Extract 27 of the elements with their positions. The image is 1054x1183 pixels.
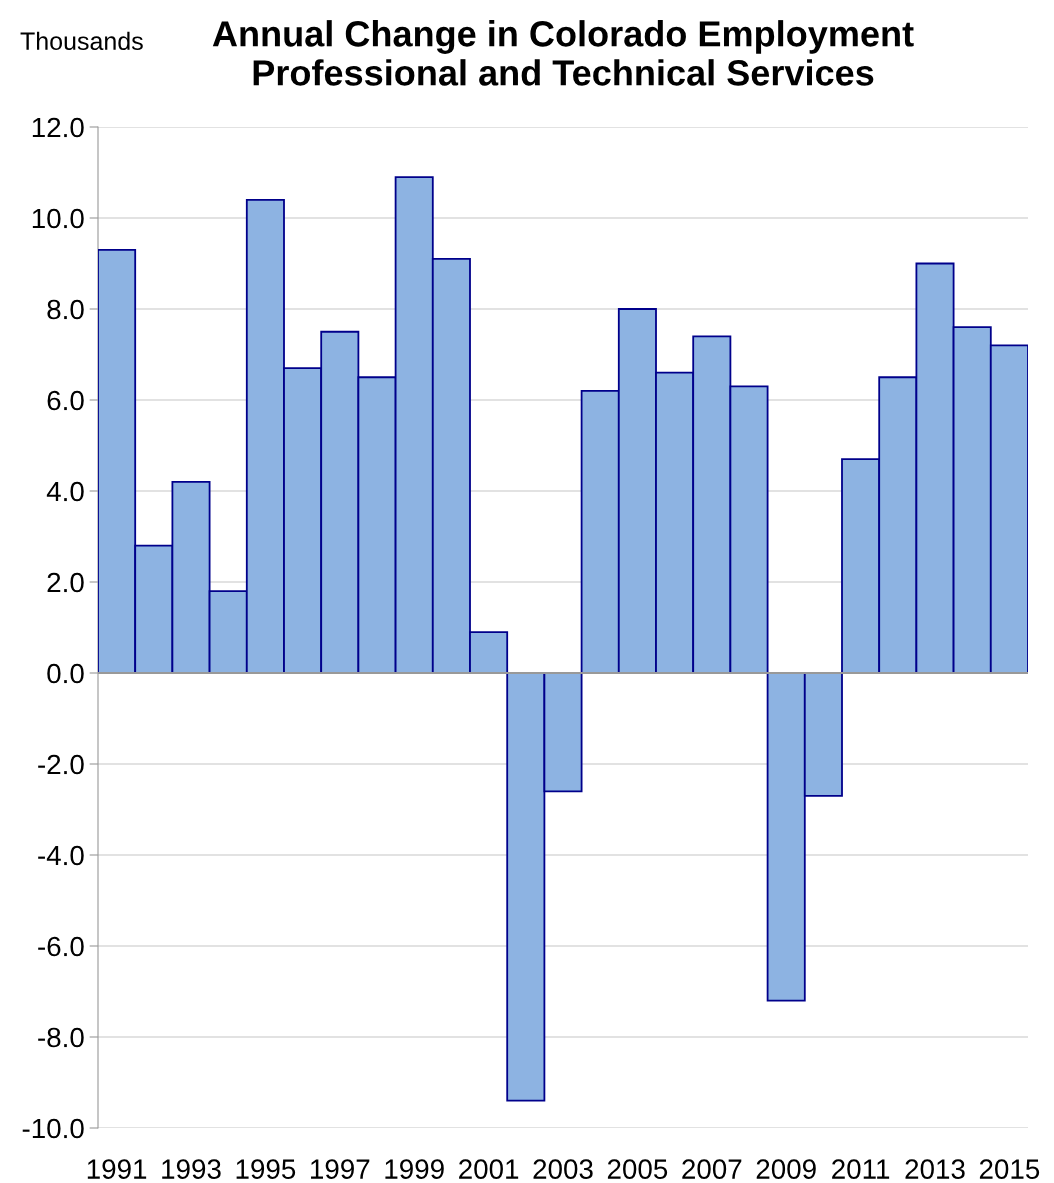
x-tick-label: 1995 xyxy=(236,1159,296,1179)
y-tick-label: -6.0 xyxy=(38,936,84,957)
x-tick-label: 2011 xyxy=(832,1159,890,1179)
y-tick-label: -2.0 xyxy=(38,754,84,775)
x-tick-label: 2015 xyxy=(979,1159,1040,1179)
x-tick-label: 2007 xyxy=(682,1159,742,1179)
x-tick-label: 2009 xyxy=(756,1159,816,1179)
y-tick-label: 2.0 xyxy=(47,572,84,593)
y-tick-label: -10.0 xyxy=(22,1118,84,1139)
y-tick-label: 0.0 xyxy=(47,663,84,684)
x-tick-label: 2003 xyxy=(533,1159,593,1179)
y-tick-label: 10.0 xyxy=(32,208,84,229)
x-tick-label: 1993 xyxy=(162,1159,221,1179)
x-tick-label: 1999 xyxy=(385,1159,444,1179)
y-tick-label: 6.0 xyxy=(47,390,84,411)
x-tick-label: 2005 xyxy=(607,1159,668,1179)
chart-title: Annual Change in Colorado Employment Professional and Technical Services xyxy=(212,20,914,86)
x-tick-label: 1997 xyxy=(311,1159,370,1179)
y-tick-label: 4.0 xyxy=(46,481,84,502)
y-axis-title: Thousands xyxy=(20,31,143,51)
y-tick-label: 8.0 xyxy=(47,299,84,320)
y-tick-label: 12.0 xyxy=(32,117,84,138)
y-tick-label: -4.0 xyxy=(38,845,84,866)
x-tick-label: 2001 xyxy=(459,1159,519,1179)
x-tick-label: 2013 xyxy=(905,1159,965,1179)
x-tick-label: 1991 xyxy=(87,1159,147,1179)
y-tick-label: -8.0 xyxy=(38,1027,84,1048)
